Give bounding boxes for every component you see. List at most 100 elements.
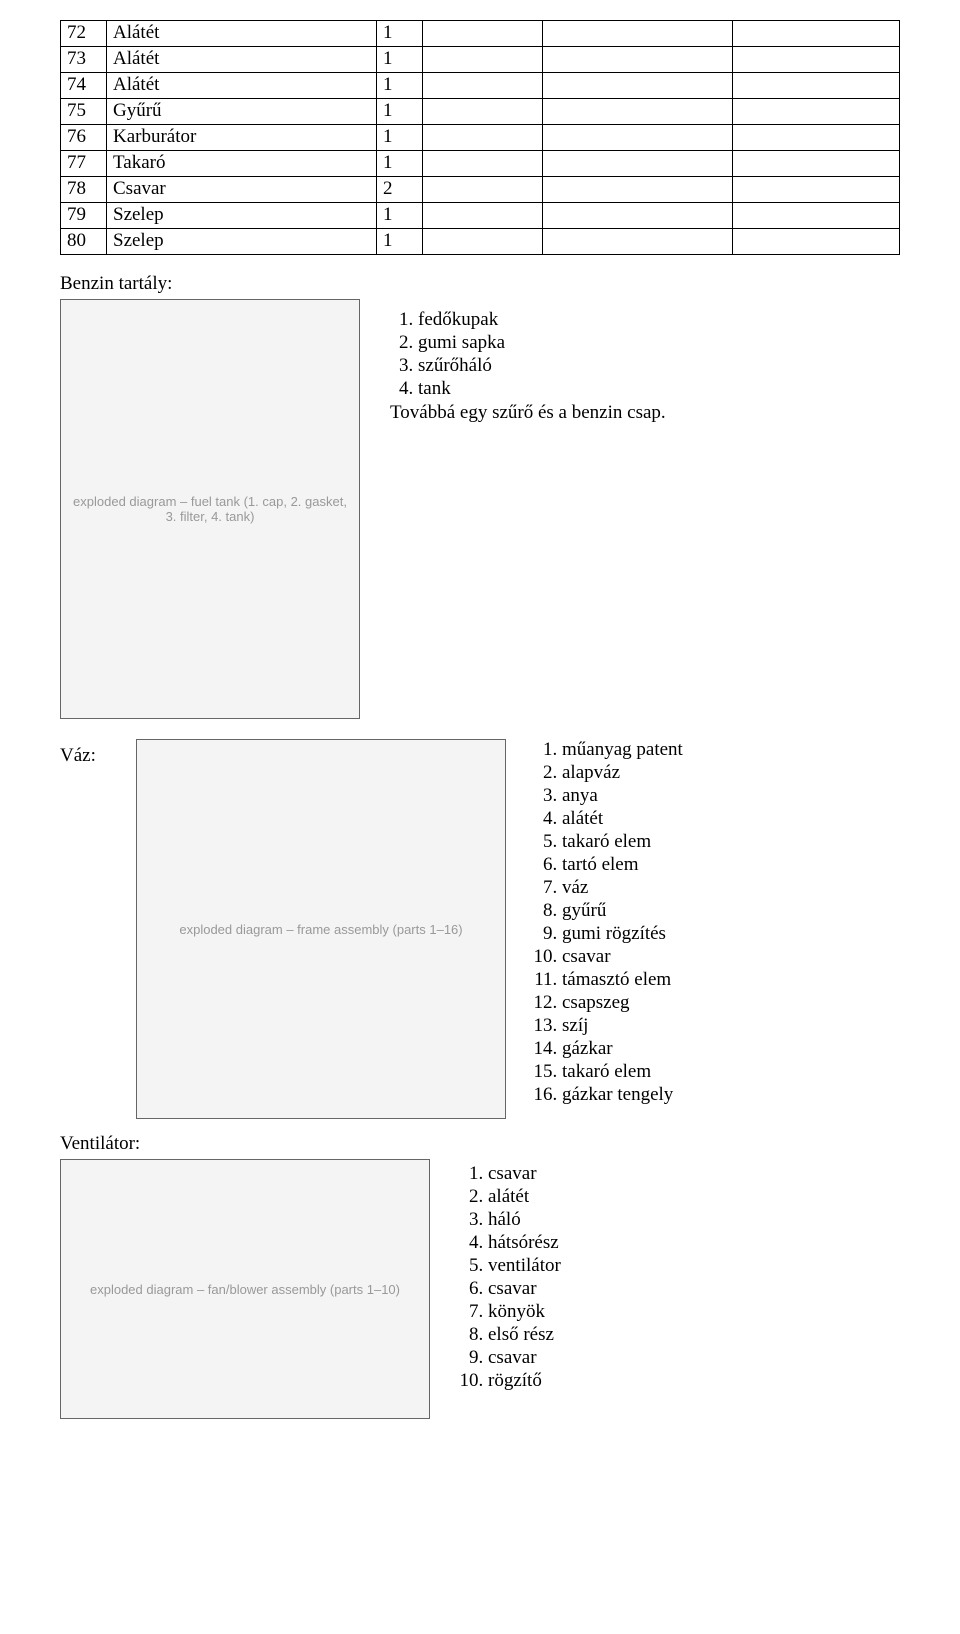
list-item: gázkar tengely [562, 1084, 683, 1106]
list-item: takaró elem [562, 1061, 683, 1083]
table-row: 74Alátét1 [61, 73, 900, 99]
table-cell [733, 47, 900, 73]
benzin-heading: Benzin tartály: [60, 273, 900, 295]
benzin-legend-extra: Továbbá egy szűrő és a benzin csap. [390, 402, 666, 424]
list-item: tartó elem [562, 854, 683, 876]
table-cell [733, 21, 900, 47]
list-item: háló [488, 1209, 561, 1231]
parts-table: 72Alátét173Alátét174Alátét175Gyűrű176Kar… [60, 20, 900, 255]
ventilator-diagram-placeholder: exploded diagram – fan/blower assembly (… [61, 1160, 429, 1418]
table-row: 75Gyűrű1 [61, 99, 900, 125]
table-cell: Csavar [107, 177, 377, 203]
table-cell: 72 [61, 21, 107, 47]
list-item: alátét [488, 1186, 561, 1208]
table-cell: Karburátor [107, 125, 377, 151]
table-cell [543, 99, 733, 125]
table-cell: 1 [377, 47, 423, 73]
table-cell: Alátét [107, 47, 377, 73]
table-row: 72Alátét1 [61, 21, 900, 47]
vaz-diagram-placeholder: exploded diagram – frame assembly (parts… [137, 740, 505, 1118]
vaz-legend-list: műanyag patentalapvázanyaalátéttakaró el… [534, 739, 683, 1106]
table-cell: 76 [61, 125, 107, 151]
ventilator-diagram-image: exploded diagram – fan/blower assembly (… [60, 1159, 430, 1419]
table-row: 79Szelep1 [61, 203, 900, 229]
table-cell: 80 [61, 229, 107, 255]
table-cell [423, 177, 543, 203]
list-item: ventilátor [488, 1255, 561, 1277]
table-cell: Alátét [107, 21, 377, 47]
table-cell: 1 [377, 21, 423, 47]
table-cell [733, 125, 900, 151]
table-row: 80Szelep1 [61, 229, 900, 255]
list-item: gyűrű [562, 900, 683, 922]
table-cell: Szelep [107, 229, 377, 255]
table-cell: 78 [61, 177, 107, 203]
table-cell: 79 [61, 203, 107, 229]
table-cell [543, 47, 733, 73]
table-row: 73Alátét1 [61, 47, 900, 73]
list-item: hátsórész [488, 1232, 561, 1254]
table-cell: 1 [377, 151, 423, 177]
list-item: műanyag patent [562, 739, 683, 761]
table-cell [543, 151, 733, 177]
table-cell [733, 73, 900, 99]
ventilator-legend-list: csavaralátéthálóhátsórészventilátorcsava… [460, 1163, 561, 1392]
table-cell [543, 125, 733, 151]
benzin-diagram-placeholder: exploded diagram – fuel tank (1. cap, 2.… [61, 300, 359, 718]
benzin-diagram-image: exploded diagram – fuel tank (1. cap, 2.… [60, 299, 360, 719]
benzin-legend: fedőkupakgumi sapkaszűrőhálótank Továbbá… [390, 299, 666, 424]
vaz-diagram-image: exploded diagram – frame assembly (parts… [136, 739, 506, 1119]
list-item: csavar [562, 946, 683, 968]
table-cell [733, 151, 900, 177]
table-cell [423, 47, 543, 73]
table-row: 78Csavar2 [61, 177, 900, 203]
list-item: csavar [488, 1278, 561, 1300]
table-cell: 75 [61, 99, 107, 125]
table-cell [733, 229, 900, 255]
table-cell [423, 229, 543, 255]
table-cell [543, 73, 733, 99]
list-item: első rész [488, 1324, 561, 1346]
table-cell [423, 21, 543, 47]
list-item: csapszeg [562, 992, 683, 1014]
table-cell: 2 [377, 177, 423, 203]
list-item: gumi sapka [418, 332, 666, 354]
benzin-section: exploded diagram – fuel tank (1. cap, 2.… [60, 299, 900, 719]
table-cell: 1 [377, 73, 423, 99]
list-item: fedőkupak [418, 309, 666, 331]
table-cell [543, 203, 733, 229]
table-cell [543, 229, 733, 255]
list-item: rögzítő [488, 1370, 561, 1392]
table-cell [423, 125, 543, 151]
table-cell [423, 73, 543, 99]
table-cell: 1 [377, 99, 423, 125]
list-item: alapváz [562, 762, 683, 784]
list-item: gumi rögzítés [562, 923, 683, 945]
table-cell [733, 203, 900, 229]
table-cell: 1 [377, 203, 423, 229]
list-item: csavar [488, 1347, 561, 1369]
table-cell [423, 203, 543, 229]
list-item: alátét [562, 808, 683, 830]
table-cell: 1 [377, 125, 423, 151]
table-cell [543, 21, 733, 47]
table-cell: 73 [61, 47, 107, 73]
table-cell: Takaró [107, 151, 377, 177]
table-cell: 77 [61, 151, 107, 177]
list-item: támasztó elem [562, 969, 683, 991]
table-cell: Alátét [107, 73, 377, 99]
list-item: gázkar [562, 1038, 683, 1060]
vaz-legend: műanyag patentalapvázanyaalátéttakaró el… [534, 739, 683, 1107]
table-cell: 74 [61, 73, 107, 99]
list-item: tank [418, 378, 666, 400]
list-item: takaró elem [562, 831, 683, 853]
table-cell [423, 99, 543, 125]
list-item: szíj [562, 1015, 683, 1037]
vaz-section: Váz: exploded diagram – frame assembly (… [60, 739, 900, 1119]
benzin-legend-list: fedőkupakgumi sapkaszűrőhálótank [390, 309, 666, 400]
table-cell [733, 99, 900, 125]
table-cell [733, 177, 900, 203]
table-cell [423, 151, 543, 177]
list-item: könyök [488, 1301, 561, 1323]
table-cell: Szelep [107, 203, 377, 229]
